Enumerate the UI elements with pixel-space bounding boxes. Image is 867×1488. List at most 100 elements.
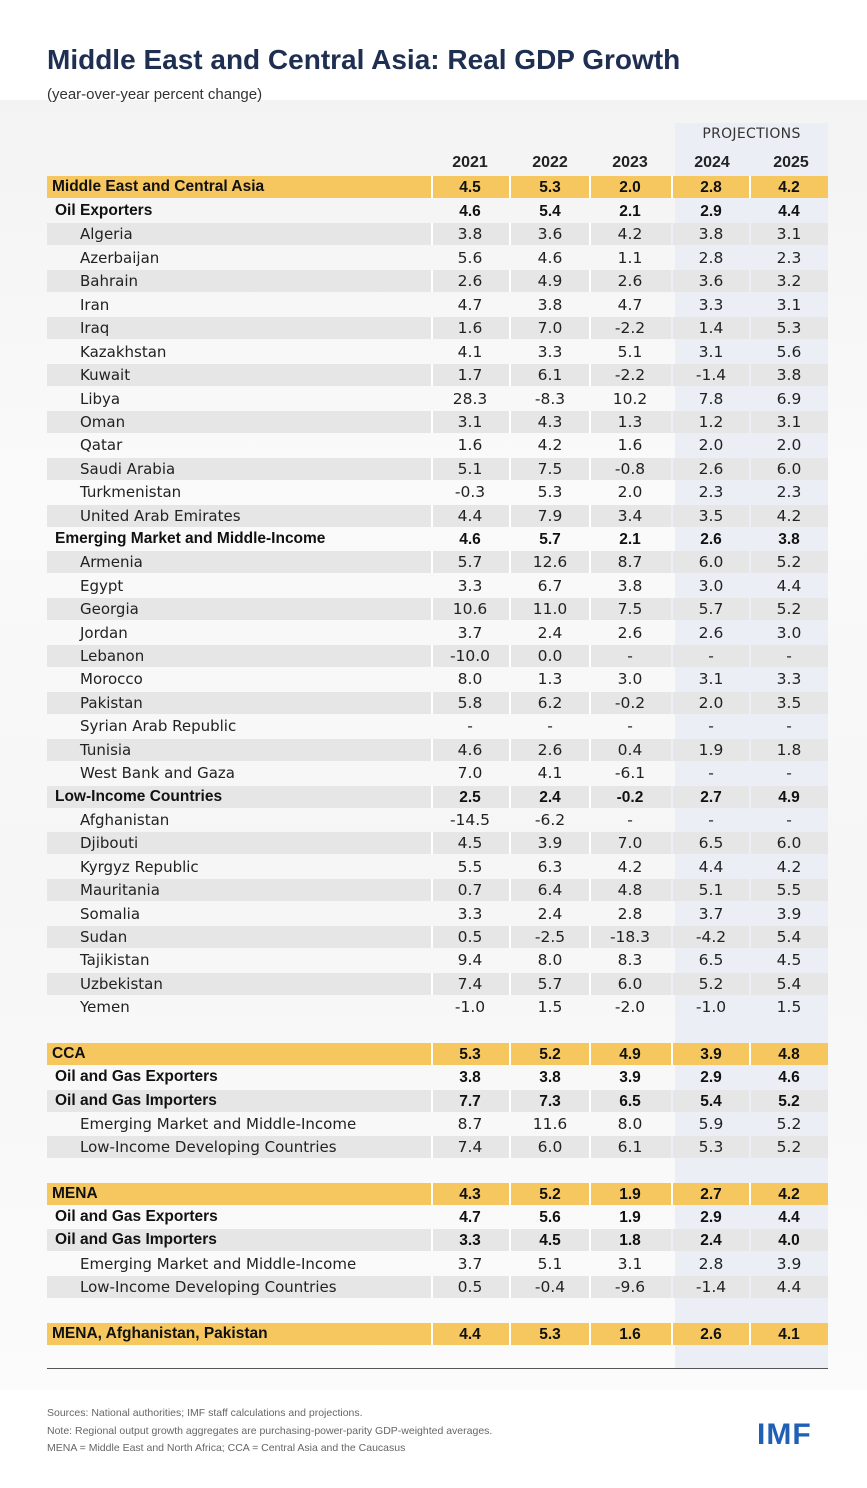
cell-2023: 3.8 xyxy=(617,577,643,595)
cell-2022: 5.1 xyxy=(537,1255,563,1273)
cell-2024: 3.0 xyxy=(698,577,724,595)
table-row: Mauritania 0.7 6.4 4.8 5.1 5.5 xyxy=(47,879,828,901)
column-header-2021: 2021 xyxy=(452,154,488,171)
column-divider xyxy=(509,317,511,339)
column-divider xyxy=(431,458,433,480)
column-divider xyxy=(671,786,673,808)
column-divider xyxy=(671,1183,673,1205)
cell-2022: 6.0 xyxy=(537,1138,563,1156)
table-bottom-rule xyxy=(47,1368,828,1369)
chart-title: Middle East and Central Asia: Real GDP G… xyxy=(47,44,681,75)
column-divider xyxy=(589,1183,591,1205)
cell-2021: 3.8 xyxy=(459,1069,481,1086)
column-divider xyxy=(589,176,591,198)
cell-2021: 7.4 xyxy=(457,1138,483,1156)
cell-2021: 4.1 xyxy=(457,343,483,361)
cell-2023: 2.0 xyxy=(619,179,641,196)
column-divider xyxy=(431,1183,433,1205)
cell-2023: 6.0 xyxy=(617,975,643,993)
table-group-row: Oil and Gas Exporters 3.8 3.8 3.9 2.9 4.6 xyxy=(47,1066,828,1088)
cell-2024: 6.5 xyxy=(698,834,724,852)
cell-2025: 4.0 xyxy=(778,1232,800,1249)
table-group-row: Oil and Gas Exporters 4.7 5.6 1.9 2.9 4.4 xyxy=(47,1206,828,1228)
cell-2021: -10.0 xyxy=(449,647,491,665)
cell-2025: - xyxy=(786,764,792,782)
cell-2023: 4.2 xyxy=(617,858,643,876)
row-label: Morocco xyxy=(80,670,143,688)
table-row: Oman 3.1 4.3 1.3 1.2 3.1 xyxy=(47,411,828,433)
column-divider xyxy=(671,832,673,854)
cell-2022: 0.0 xyxy=(537,647,563,665)
cell-2021: 7.0 xyxy=(457,764,483,782)
column-divider xyxy=(749,176,751,198)
cell-2022: 5.6 xyxy=(539,1209,561,1226)
column-divider xyxy=(589,411,591,433)
column-divider xyxy=(749,364,751,386)
column-divider xyxy=(509,1136,511,1158)
cell-2023: -18.3 xyxy=(609,928,651,946)
column-divider xyxy=(749,739,751,761)
cell-2023: 4.9 xyxy=(619,1046,641,1063)
table-row: Egypt 3.3 6.7 3.8 3.0 4.4 xyxy=(47,575,828,597)
cell-2025: 4.4 xyxy=(778,203,800,220)
row-shade xyxy=(47,317,828,339)
cell-2023: 4.8 xyxy=(617,881,643,899)
column-divider xyxy=(671,551,673,573)
column-divider xyxy=(509,598,511,620)
table-group-row: Oil and Gas Importers 3.3 4.5 1.8 2.4 4.0 xyxy=(47,1229,828,1251)
column-divider xyxy=(431,505,433,527)
column-divider xyxy=(671,317,673,339)
cell-2023: 8.7 xyxy=(617,553,643,571)
cell-2023: 6.5 xyxy=(619,1093,641,1110)
cell-2022: 11.0 xyxy=(532,600,568,618)
cell-2022: 1.5 xyxy=(537,998,563,1016)
cell-2025: 4.2 xyxy=(778,1186,800,1203)
column-divider xyxy=(671,1276,673,1298)
column-divider xyxy=(509,832,511,854)
row-label: Kuwait xyxy=(80,366,131,384)
table-row: Iran 4.7 3.8 4.7 3.3 3.1 xyxy=(47,294,828,316)
table-row: Algeria 3.8 3.6 4.2 3.8 3.1 xyxy=(47,223,828,245)
column-divider xyxy=(509,223,511,245)
cell-2024: 5.3 xyxy=(698,1138,724,1156)
cell-2021: -1.0 xyxy=(454,998,486,1016)
cell-2023: 0.4 xyxy=(617,741,643,759)
column-divider xyxy=(749,1323,751,1345)
table-group-row: Oil and Gas Importers 7.7 7.3 6.5 5.4 5.2 xyxy=(47,1090,828,1112)
row-label: Low-Income Developing Countries xyxy=(80,1138,337,1156)
column-divider xyxy=(509,270,511,292)
cell-2025: 3.9 xyxy=(776,905,802,923)
column-divider xyxy=(671,973,673,995)
cell-2022: 5.7 xyxy=(539,531,561,548)
cell-2021: 10.6 xyxy=(452,600,488,618)
column-divider xyxy=(671,458,673,480)
row-label: Syrian Arab Republic xyxy=(80,717,237,735)
cell-2023: 1.3 xyxy=(617,413,643,431)
chart-subtitle: (year-over-year percent change) xyxy=(47,86,263,103)
column-divider xyxy=(589,364,591,386)
cell-2023: -0.8 xyxy=(614,460,646,478)
column-divider xyxy=(671,598,673,620)
cell-2021: 1.6 xyxy=(457,319,483,337)
cell-2024: 2.8 xyxy=(698,249,724,267)
cell-2024: 2.6 xyxy=(698,624,724,642)
cell-2022: 7.5 xyxy=(537,460,563,478)
row-label: Emerging Market and Middle-Income xyxy=(80,1255,357,1273)
row-label: Oil and Gas Importers xyxy=(55,1231,217,1248)
row-shade xyxy=(47,411,828,433)
cell-2022: 4.3 xyxy=(537,413,563,431)
cell-2025: 3.0 xyxy=(776,624,802,642)
cell-2022: 11.6 xyxy=(532,1115,568,1133)
row-label: Yemen xyxy=(80,998,130,1016)
cell-2024: 2.8 xyxy=(700,179,722,196)
cell-2024: 1.2 xyxy=(698,413,724,431)
table-row: Kazakhstan 4.1 3.3 5.1 3.1 5.6 xyxy=(47,341,828,363)
cell-2024: 7.8 xyxy=(698,390,724,408)
column-divider xyxy=(671,223,673,245)
table-row: Afghanistan -14.5 -6.2 - - - xyxy=(47,809,828,831)
column-divider xyxy=(431,692,433,714)
column-divider xyxy=(589,832,591,854)
column-divider xyxy=(431,1043,433,1065)
cell-2021: 4.4 xyxy=(459,1326,481,1343)
cell-2022: 2.6 xyxy=(537,741,563,759)
